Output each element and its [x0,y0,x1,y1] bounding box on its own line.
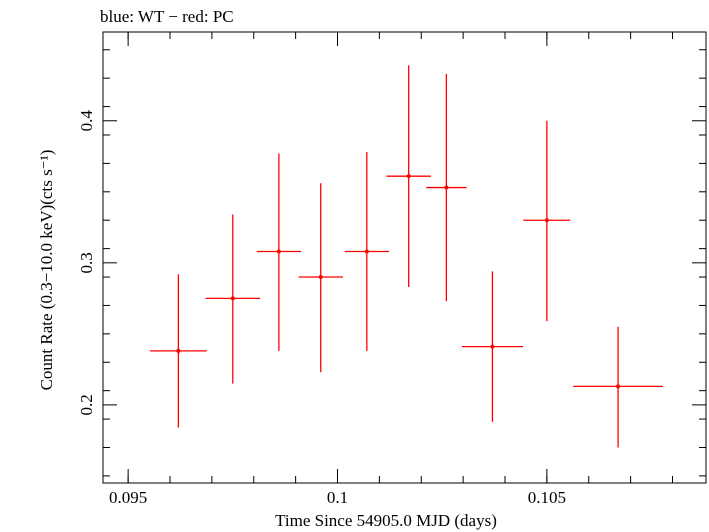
data-point [426,73,467,302]
data-point [573,326,663,448]
point-marker [230,296,235,301]
data-point [461,271,524,422]
point-marker [444,185,449,190]
y-tick-label: 0.4 [77,110,96,132]
y-tick-label: 0.3 [77,252,96,273]
plot-frame [102,31,707,484]
point-marker [544,218,549,223]
point-marker [406,174,411,179]
point-marker [364,249,369,254]
data-layer [149,65,663,448]
data-point [344,152,390,351]
axes-layer: 0.095 0.1 0.105 0.2 0.3 0.4 [77,32,706,507]
point-marker [176,348,181,353]
point-marker [276,249,281,254]
x-tick-label: 0.105 [528,488,566,507]
point-marker [490,344,495,349]
x-tick-label: 0.1 [327,488,348,507]
data-point [386,65,431,287]
x-axis-label: Time Since 54905.0 MJD (days) [275,511,497,530]
point-marker [616,384,621,389]
y-tick-label: 0.2 [77,394,96,415]
data-point [256,153,302,351]
data-point [298,183,343,373]
chart-title: blue: WT − red: PC [100,7,234,26]
point-marker [318,275,323,280]
y-axis-label: Count Rate (0.3−10.0 keV)(cts s⁻¹) [37,150,56,391]
data-point [523,120,571,322]
data-point [149,274,207,428]
x-tick-label: 0.095 [109,488,147,507]
data-point [205,214,261,384]
